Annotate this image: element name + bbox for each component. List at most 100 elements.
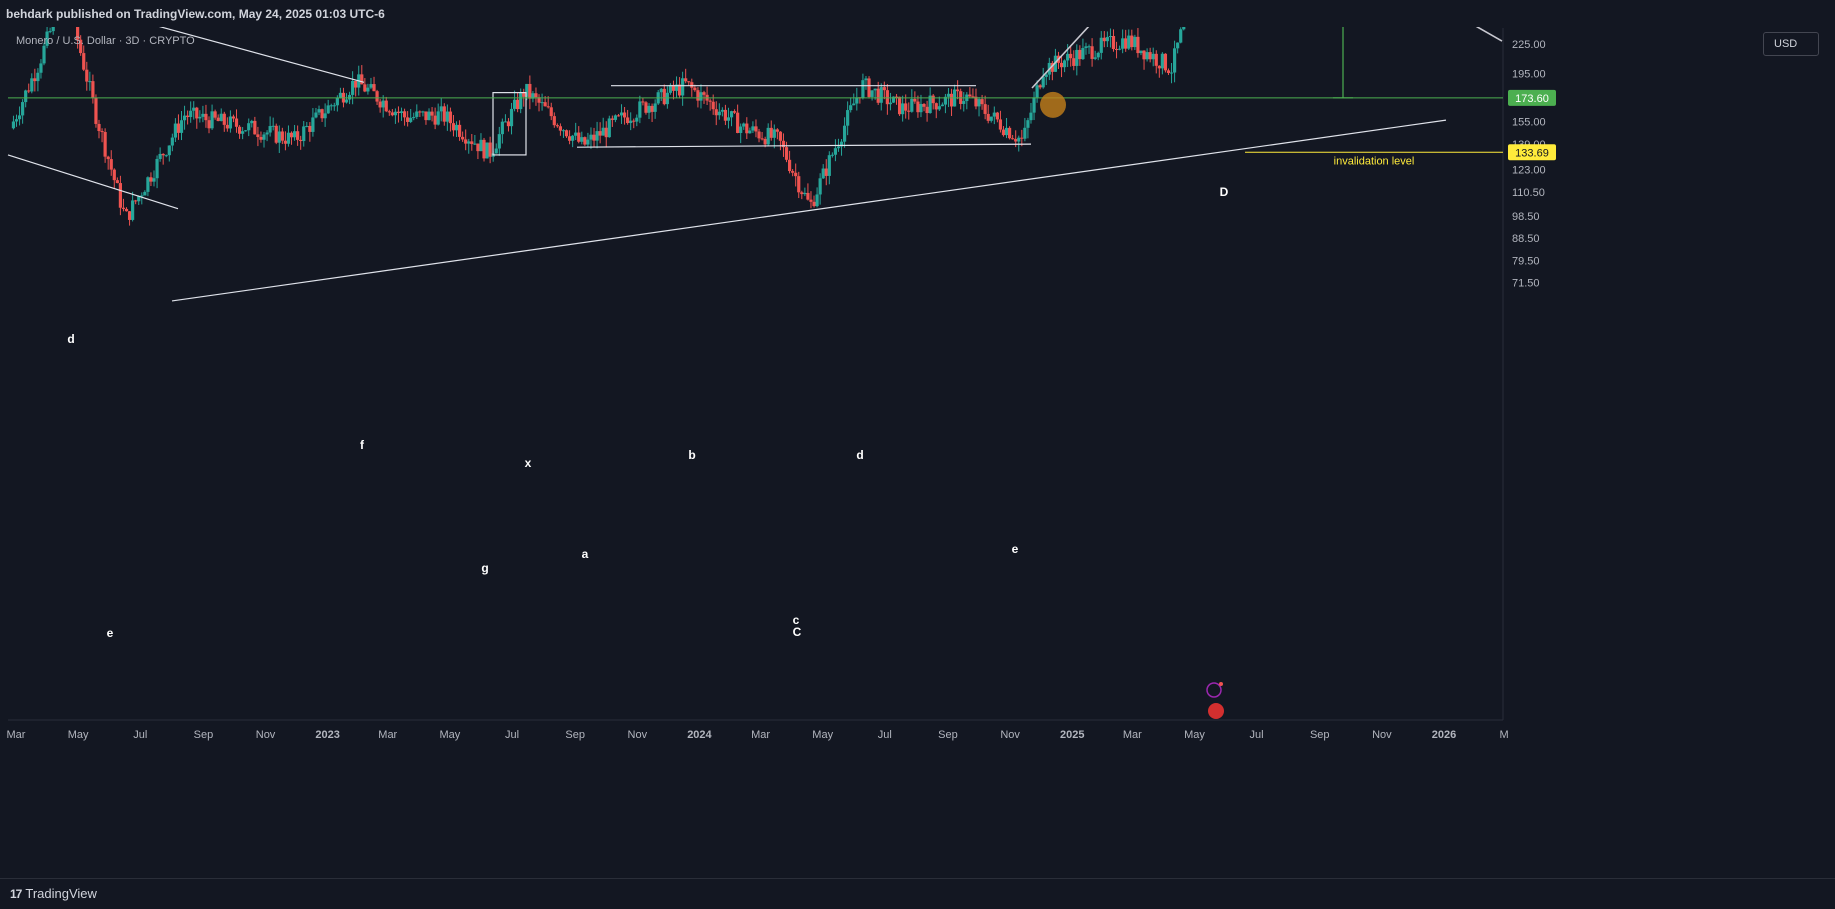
candle-body xyxy=(708,100,712,102)
x-tick-label: 2026 xyxy=(1432,729,1456,741)
candle-body xyxy=(1176,42,1180,49)
candle-body xyxy=(1105,37,1109,42)
candle-body xyxy=(1096,52,1100,58)
candle-body xyxy=(931,95,935,104)
candle-body xyxy=(424,111,428,121)
candle-body xyxy=(152,178,156,182)
wave-label-b: b xyxy=(688,448,695,462)
candle-body xyxy=(1050,62,1054,72)
candle-body xyxy=(149,177,153,182)
candle-body xyxy=(516,99,520,110)
candle-body xyxy=(470,141,474,145)
candle-body xyxy=(885,90,889,105)
upper-trendline xyxy=(158,27,365,83)
candle-body xyxy=(742,123,746,127)
currency-button[interactable]: USD xyxy=(1763,32,1819,56)
candle-body xyxy=(173,123,178,138)
candle-body xyxy=(995,112,999,120)
candle-body xyxy=(360,74,364,85)
x-tick-label: Sep xyxy=(565,729,585,741)
x-tick-label: May xyxy=(440,729,461,741)
candle-body xyxy=(30,78,34,92)
candle-body xyxy=(897,96,902,115)
candle-body xyxy=(919,103,923,113)
candle-body xyxy=(91,81,95,98)
candle-body xyxy=(1041,76,1045,88)
candle-body xyxy=(876,88,880,103)
range-bottom-line xyxy=(576,143,1032,148)
candle-body xyxy=(928,95,932,114)
candle-body xyxy=(577,132,581,142)
candle-body xyxy=(335,97,339,106)
candle-body xyxy=(787,159,792,172)
candle-body xyxy=(512,99,517,109)
candle-body xyxy=(1075,49,1079,66)
candle-body xyxy=(338,92,343,98)
candle-body xyxy=(39,63,43,73)
candle-body xyxy=(650,105,654,112)
candle-body xyxy=(1139,50,1143,54)
candle-body xyxy=(888,102,893,105)
price-chart[interactable]: invalidation level238.90 (137.72%) 23,89… xyxy=(0,27,1835,878)
x-tick-label: Jul xyxy=(133,729,147,741)
candle-body xyxy=(745,123,749,134)
candle-body xyxy=(402,111,407,118)
candle-body xyxy=(1066,53,1070,61)
x-tick-label: 2023 xyxy=(315,729,339,741)
candle-body xyxy=(363,84,367,92)
candle-body xyxy=(332,105,336,107)
candle-body xyxy=(1154,53,1158,66)
candle-body xyxy=(668,84,673,93)
candle-body xyxy=(109,159,113,170)
candle-body xyxy=(274,125,278,143)
candle-body xyxy=(1035,85,1039,98)
candle-body xyxy=(647,105,651,113)
x-tick-label: Nov xyxy=(628,729,648,741)
candle-body xyxy=(607,118,611,138)
candle-body xyxy=(396,111,401,114)
candle-body xyxy=(1014,139,1018,142)
candle-body xyxy=(757,131,761,139)
green-level-badge xyxy=(1508,89,1556,106)
candle-body xyxy=(1007,127,1012,139)
candle-body xyxy=(170,137,174,146)
candle-body xyxy=(314,112,318,118)
candle-body xyxy=(922,103,926,107)
candle-body xyxy=(79,39,83,54)
candle-body xyxy=(983,104,987,114)
x-tick-label: 2024 xyxy=(687,729,712,741)
candle-body xyxy=(613,115,618,120)
candle-body xyxy=(45,31,49,46)
candle-body xyxy=(1011,138,1015,140)
candle-body xyxy=(250,120,254,124)
candle-body xyxy=(723,109,728,121)
candle-body xyxy=(1026,120,1030,128)
candle-body xyxy=(870,90,874,97)
candle-body xyxy=(916,101,920,113)
candle-body xyxy=(283,140,288,144)
candle-body xyxy=(595,131,599,141)
candle-body xyxy=(558,126,563,131)
candle-body xyxy=(867,78,871,97)
candle-body xyxy=(913,98,917,102)
candle-body xyxy=(809,199,813,202)
candle-body xyxy=(846,110,850,126)
candle-body xyxy=(726,117,731,121)
candle-body xyxy=(88,81,92,83)
candle-body xyxy=(1145,52,1149,60)
candle-body xyxy=(674,84,679,91)
candle-body xyxy=(519,91,523,110)
x-tick-label: Nov xyxy=(1372,729,1392,741)
candle-body xyxy=(736,112,740,133)
candle-body xyxy=(158,153,162,159)
tradingview-logo[interactable]: 17 TradingView xyxy=(10,886,97,901)
candle-body xyxy=(901,103,905,115)
candles-group xyxy=(11,27,1186,226)
x-tick-label: Sep xyxy=(1310,729,1330,741)
flag-icon xyxy=(1208,703,1224,719)
candle-body xyxy=(598,131,602,136)
candle-body xyxy=(891,96,896,103)
candle-body xyxy=(85,69,89,82)
wave-label-c: c xyxy=(793,613,800,627)
candle-body xyxy=(699,92,703,101)
